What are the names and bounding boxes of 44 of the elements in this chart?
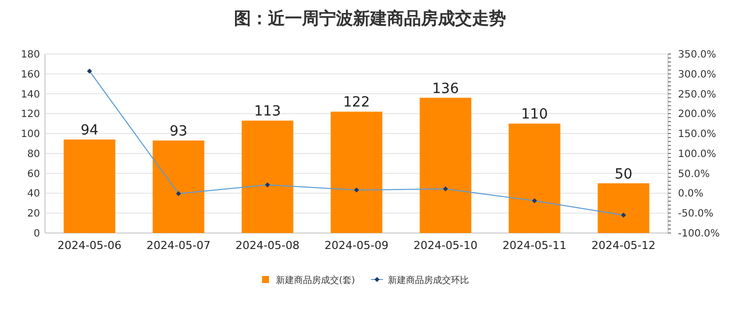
- y2-tick-label: 150.0%: [678, 129, 716, 140]
- bar: [64, 140, 116, 233]
- x-tick-label: 2024-05-08: [236, 239, 300, 252]
- x-tick-label: 2024-05-10: [414, 239, 478, 252]
- y2-tick-label: 50.0%: [678, 168, 710, 180]
- legend-label: 新建商品房成交环比: [388, 275, 469, 286]
- data-label: 136: [432, 80, 459, 97]
- bar: [242, 120, 294, 233]
- y2-tick-label: 100.0%: [678, 148, 716, 160]
- x-tick-label: 2024-05-09: [324, 239, 388, 252]
- x-tick-label: 2024-05-06: [58, 239, 122, 252]
- data-label: 113: [254, 104, 281, 120]
- y-tick-label: 160: [20, 69, 40, 80]
- x-tick-label: 2024-05-07: [146, 239, 210, 252]
- y-tick-label: 80: [27, 148, 40, 160]
- bar: [330, 112, 382, 233]
- y-tick-label: 0: [34, 228, 40, 240]
- data-label: 94: [80, 122, 98, 139]
- bar: [598, 183, 650, 233]
- x-tick-label: 2024-05-11: [502, 239, 566, 252]
- y2-tick-label: 200.0%: [678, 109, 716, 120]
- y-tick-label: 60: [27, 168, 40, 180]
- data-label: 110: [521, 106, 548, 123]
- chart-title: 图：近一周宁波新建商品房成交走势: [234, 9, 506, 29]
- y2-tick-label: 0.0%: [678, 188, 704, 200]
- y2-tick-label: 300.0%: [678, 69, 716, 80]
- legend-label: 新建商品房成交(套): [276, 275, 356, 286]
- bar: [508, 124, 560, 233]
- y-tick-label: 120: [20, 109, 40, 120]
- bar: [420, 98, 472, 233]
- y-tick-label: 20: [27, 208, 40, 220]
- y-tick-label: 100: [20, 129, 40, 140]
- y-tick-label: 140: [20, 89, 40, 100]
- y-tick-label: 180: [20, 50, 40, 60]
- y2-tick-label: -100.0%: [678, 228, 720, 240]
- x-tick-label: 2024-05-12: [592, 239, 656, 252]
- bar: [152, 140, 204, 233]
- data-label: 93: [170, 124, 188, 140]
- data-label: 50: [614, 166, 632, 182]
- y-tick-label: 40: [27, 188, 40, 200]
- y2-tick-label: -50.0%: [678, 208, 714, 220]
- data-label: 122: [343, 94, 370, 111]
- y2-tick-label: 250.0%: [678, 89, 716, 100]
- y2-tick-label: 350.0%: [678, 50, 716, 60]
